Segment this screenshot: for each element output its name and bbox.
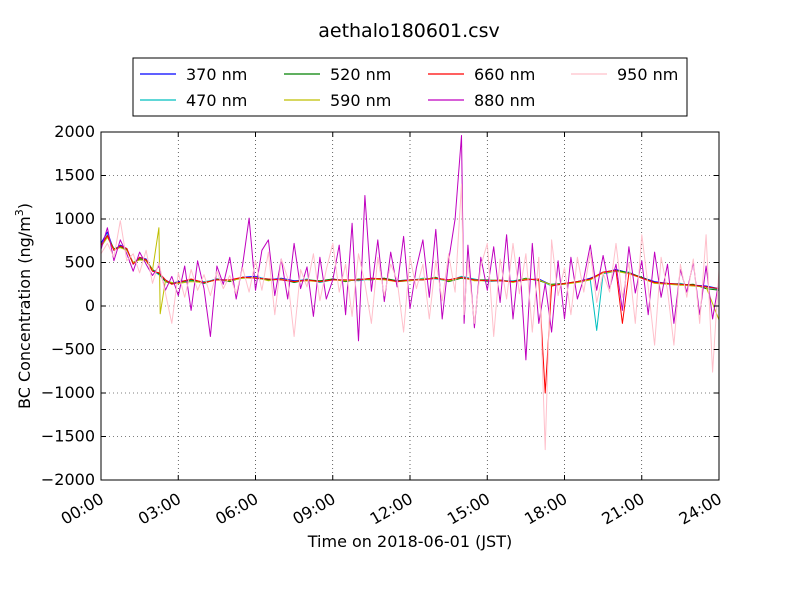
series-group	[100, 135, 720, 451]
y-tick-label: 0	[85, 296, 95, 315]
y-axis-label: BC Concentration (ng/m3)	[13, 203, 34, 409]
legend-label: 470 nm	[186, 91, 247, 110]
x-axis: 00:00 03:00 06:00 09:00 12:00 15:00 18:00 21:00…	[58, 132, 725, 529]
legend-label: 950 nm	[617, 65, 678, 84]
x-tick-label: 00:00	[58, 489, 107, 529]
y-tick-label: −500	[51, 340, 95, 359]
y-tick-label: −1500	[41, 427, 95, 446]
series-line-950-nm	[100, 183, 720, 451]
series-line-880-nm	[100, 135, 720, 361]
x-tick-label: 21:00	[598, 489, 647, 529]
legend-label: 660 nm	[474, 65, 535, 84]
x-tick-label: 12:00	[367, 489, 416, 529]
legend-label: 880 nm	[474, 91, 535, 110]
x-tick-label: 09:00	[289, 489, 338, 529]
y-axis-label-superscript: 3	[13, 209, 26, 216]
y-tick-label: −1000	[41, 383, 95, 402]
x-tick-label: 18:00	[521, 489, 570, 529]
legend-label: 370 nm	[186, 65, 247, 84]
x-tick-label: 06:00	[212, 489, 261, 529]
y-tick-label: 1000	[54, 209, 95, 228]
x-tick-label: 24:00	[676, 489, 725, 529]
legend-box	[132, 57, 688, 117]
y-tick-label: 500	[64, 253, 95, 272]
legend-label: 520 nm	[330, 65, 391, 84]
y-tick-label: 2000	[54, 122, 95, 141]
legend: 370 nm 470 nm 520 nm 590 nm 660 nm 880 nm 950 …	[132, 57, 688, 117]
x-tick-label: 03:00	[135, 489, 184, 529]
x-tick-label: 15:00	[444, 489, 493, 529]
legend-label: 590 nm	[330, 91, 391, 110]
y-axis-label-close: )	[15, 203, 34, 209]
y-tick-label: −2000	[41, 470, 95, 489]
x-axis-label: Time on 2018-06-01 (JST)	[307, 532, 512, 551]
chart-title: aethalo180601.csv	[318, 20, 500, 42]
y-axis-label-main: BC Concentration (ng/m	[15, 216, 34, 409]
y-tick-label: 1500	[54, 166, 95, 185]
y-axis: −2000 −1500 −1000 −500 0 500 1000 1500 2000	[41, 122, 719, 489]
